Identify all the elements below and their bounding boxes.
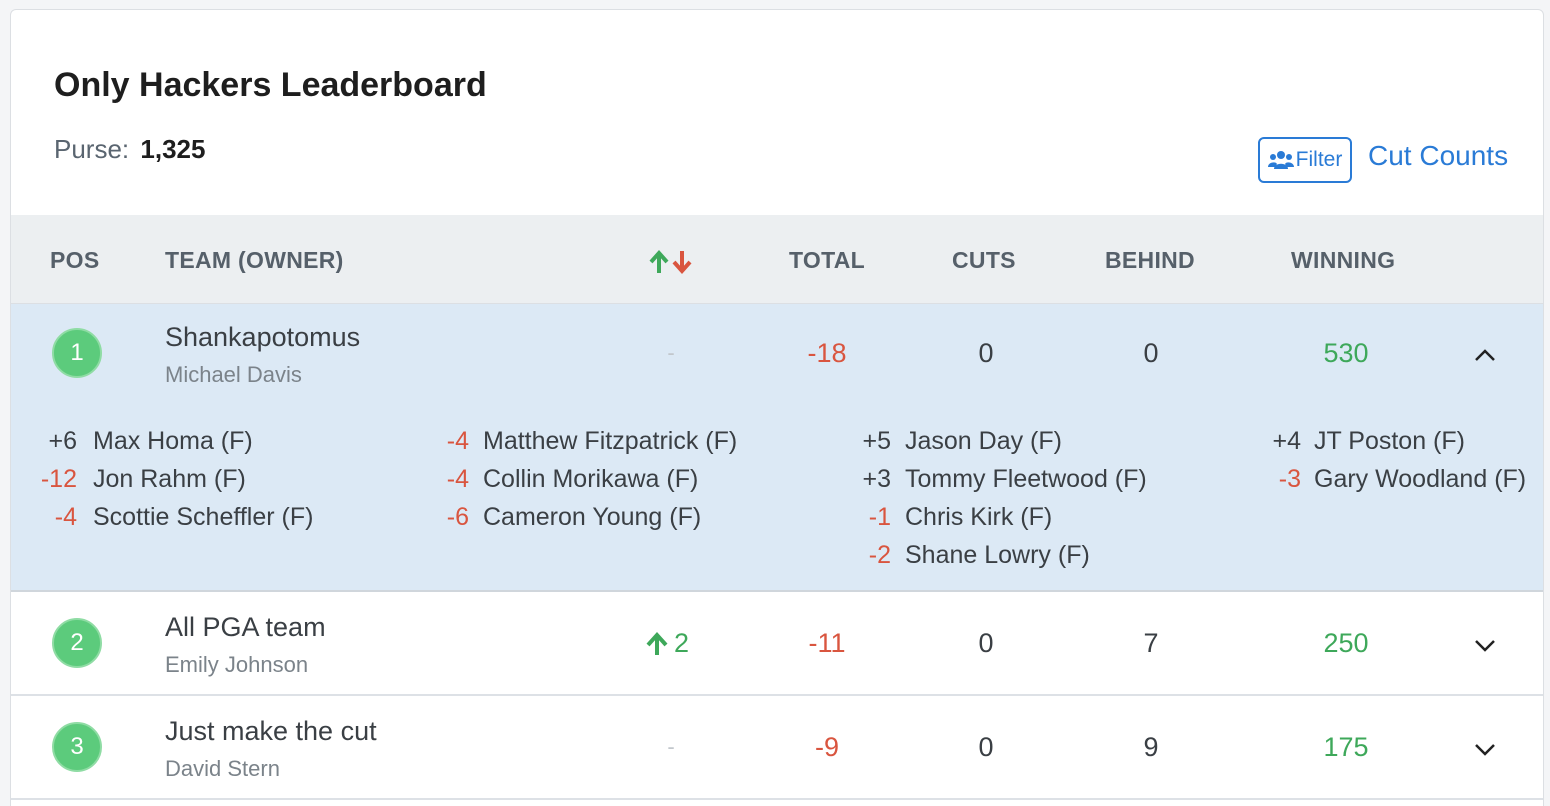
purse: Purse: 1,325 [54, 134, 205, 165]
column-cuts[interactable]: CUTS [952, 247, 1016, 273]
table-row[interactable]: 2 All PGA team Emily Johnson 2 -11 0 7 2… [11, 594, 1543, 696]
player-name: Jon Rahm (F) [93, 465, 246, 493]
purse-value: 1,325 [140, 134, 206, 164]
player-name: Collin Morikawa (F) [483, 465, 699, 493]
chevron-down-icon[interactable] [1471, 735, 1499, 763]
table-row[interactable]: 3 Just make the cut David Stern - -9 0 9… [11, 698, 1543, 800]
position-badge: 3 [52, 722, 102, 772]
player-score: -12 [40, 465, 77, 493]
filter-button[interactable]: Filter [1258, 137, 1352, 183]
chevron-up-icon[interactable] [1471, 341, 1499, 369]
player-name: Jason Day (F) [905, 427, 1062, 455]
page-title: Only Hackers Leaderboard [54, 66, 487, 104]
total-value: -18 [807, 338, 847, 368]
winning-value: 250 [1323, 628, 1369, 658]
player-name: Matthew Fitzpatrick (F) [483, 427, 738, 455]
player-score: -6 [446, 503, 469, 531]
player-score: -4 [446, 465, 469, 493]
total-value: -9 [814, 732, 839, 762]
team-name: All PGA team [165, 612, 326, 642]
player-score: -1 [868, 503, 891, 531]
winning-value: 175 [1323, 732, 1369, 762]
cuts-value: 0 [978, 338, 994, 368]
player-name: Shane Lowry (F) [905, 541, 1090, 569]
column-winning[interactable]: WINNING [1291, 247, 1396, 273]
player-name: Chris Kirk (F) [905, 503, 1053, 531]
team-name: Shankapotomus [165, 322, 361, 352]
player-score: +3 [862, 465, 891, 493]
table-header: POS TEAM (OWNER) TOTAL CUTS BEHIND WINNI… [11, 215, 1543, 304]
arrow-up-icon [646, 631, 668, 655]
movement-arrows-icon[interactable] [647, 249, 697, 275]
column-total[interactable]: TOTAL [789, 247, 866, 273]
table-row[interactable]: 1 Shankapotomus Michael Davis - -18 0 0 … [11, 304, 1543, 592]
player-name: Scottie Scheffler (F) [93, 503, 314, 531]
player-name: Gary Woodland (F) [1314, 465, 1527, 493]
player-score: -3 [1278, 465, 1301, 493]
total-value: -11 [808, 628, 846, 658]
filter-label: Filter [1295, 148, 1343, 171]
player-score: +5 [862, 427, 891, 455]
player-score: +4 [1272, 427, 1301, 455]
team-name: Just make the cut [165, 716, 377, 746]
purse-label: Purse: [54, 134, 130, 164]
behind-value: 7 [1143, 628, 1159, 658]
team-owner: Emily Johnson [165, 652, 309, 677]
player-name: Max Homa (F) [93, 427, 253, 455]
player-score: -4 [446, 427, 469, 455]
cuts-value: 0 [978, 732, 994, 762]
movement-value: - [667, 734, 675, 759]
player-score: -2 [868, 541, 891, 569]
users-icon [1267, 151, 1294, 169]
winning-value: 530 [1323, 338, 1369, 368]
behind-value: 0 [1143, 338, 1159, 368]
player-score: -4 [54, 503, 77, 531]
team-owner: Michael Davis [165, 362, 302, 387]
player-name: Tommy Fleetwood (F) [905, 465, 1147, 493]
position-badge: 1 [52, 328, 102, 378]
cuts-value: 0 [978, 628, 994, 658]
player-name: Cameron Young (F) [483, 503, 702, 531]
movement: 2 [646, 628, 706, 659]
movement-value: - [667, 340, 675, 365]
cut-counts-link[interactable]: Cut Counts [1368, 140, 1509, 171]
column-team[interactable]: TEAM (OWNER) [165, 247, 344, 273]
leaderboard-header: Only Hackers Leaderboard Purse: 1,325 Fi… [11, 10, 1543, 215]
column-behind[interactable]: BEHIND [1105, 247, 1195, 273]
leaderboard-card: Only Hackers Leaderboard Purse: 1,325 Fi… [10, 9, 1544, 806]
player-score: +6 [48, 427, 77, 455]
player-name: JT Poston (F) [1314, 427, 1465, 455]
chevron-down-icon[interactable] [1471, 631, 1499, 659]
column-pos[interactable]: POS [50, 247, 100, 273]
movement-value: 2 [674, 628, 690, 658]
team-owner: David Stern [165, 756, 280, 781]
behind-value: 9 [1143, 732, 1159, 762]
position-badge: 2 [52, 618, 102, 668]
